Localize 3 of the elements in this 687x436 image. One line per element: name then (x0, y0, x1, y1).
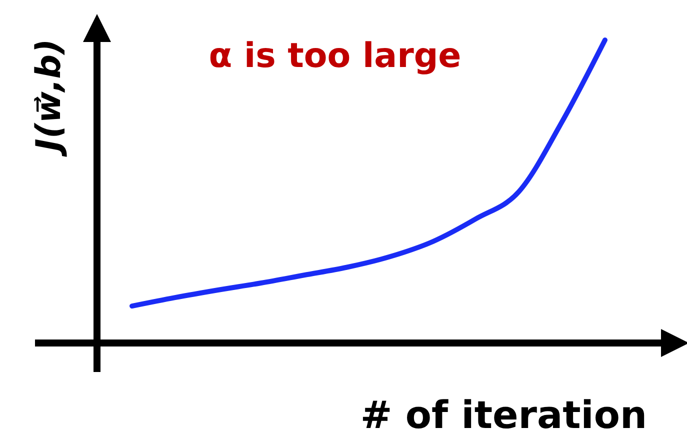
x-axis-title: # of iteration (360, 393, 647, 436)
y-axis-title: J(w⃗,b) (29, 38, 69, 158)
chart-title: α is too large (208, 36, 462, 76)
